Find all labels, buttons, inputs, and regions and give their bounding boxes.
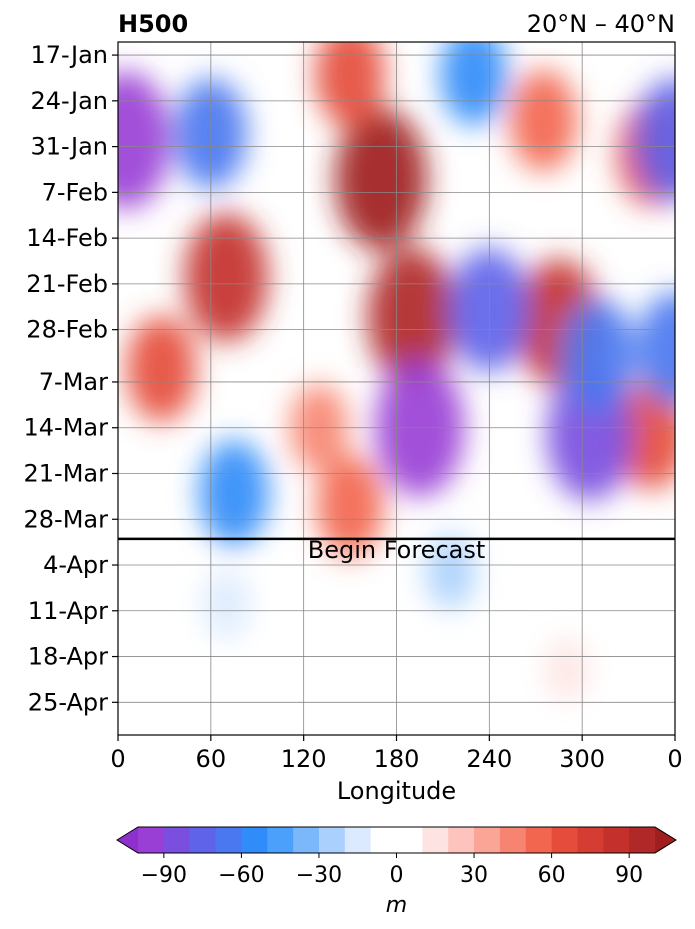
plot-area	[118, 42, 675, 735]
y-tick-label-12: 11-Apr	[28, 597, 108, 625]
colorbar-bin-12	[474, 827, 501, 853]
forecast-marker: Begin Forecast	[118, 536, 675, 564]
x-tick-label-4: 240	[466, 745, 512, 773]
colorbar-tick-label-4: 30	[460, 863, 488, 888]
chart-subtitle: 20°N – 40°N	[527, 10, 675, 38]
y-tick-label-3: 7-Feb	[42, 178, 108, 206]
x-tick-label-3: 180	[374, 745, 420, 773]
anomaly-center-1	[126, 315, 197, 422]
y-tick-label-8: 14-Mar	[24, 414, 109, 442]
colorbar-bin-2	[189, 827, 217, 853]
colorbar-extend-high	[655, 827, 676, 853]
x-tick-label-2: 120	[281, 745, 327, 773]
colorbar-bin-17	[603, 827, 630, 853]
anomaly-center-5	[510, 69, 577, 172]
colorbar-bin-9	[370, 827, 423, 853]
forecast-label: Begin Forecast	[308, 536, 486, 564]
colorbar-bin-0	[138, 827, 165, 853]
anomaly-center-4	[315, 42, 385, 128]
colorbar-bin-4	[241, 827, 268, 853]
y-tick-label-11: 4-Apr	[43, 551, 108, 579]
colorbar-bin-10	[422, 827, 449, 853]
colorbar-tick-label-2: −30	[296, 863, 342, 888]
y-tick-label-1: 24-Jan	[30, 87, 108, 115]
colorbar-bin-15	[551, 827, 578, 853]
y-tick-label-9: 21-Mar	[24, 459, 109, 487]
anomaly-center-21	[425, 534, 476, 609]
y-tick-label-10: 28-Mar	[24, 505, 109, 533]
y-tick-label-6: 28-Feb	[26, 316, 108, 344]
y-tick-label-7: 7-Mar	[39, 368, 108, 396]
anomaly-field	[118, 42, 675, 702]
colorbar: −90 −60 −30 0 30 60 90	[116, 826, 677, 888]
colorbar-tick-label-5: 60	[538, 863, 566, 888]
y-tick-label-4: 14-Feb	[26, 224, 108, 252]
colorbar-bin-5	[267, 827, 294, 853]
anomaly-center-23	[545, 638, 589, 702]
colorbar-bin-6	[293, 827, 320, 853]
colorbar-bin-18	[629, 827, 656, 853]
anomaly-center-15	[634, 78, 675, 203]
colorbar-extend-low	[117, 827, 138, 853]
anomaly-center-16	[637, 291, 675, 407]
colorbar-bin-13	[499, 827, 527, 853]
anomaly-center-22	[202, 569, 250, 640]
y-tick-label-5: 21-Feb	[26, 270, 108, 298]
y-tick-label-13: 18-Apr	[28, 643, 108, 671]
colorbar-bin-14	[525, 827, 553, 853]
anomaly-center-3	[367, 247, 457, 386]
y-axis: 17-Jan 24-Jan 31-Jan 7-Feb 14-Feb 21-Feb 28-Fe…	[24, 41, 118, 716]
anomaly-center-8	[615, 379, 675, 490]
x-tick-label-6: 0	[667, 745, 682, 773]
anomaly-center-18	[199, 440, 269, 547]
colorbar-bin-8	[344, 827, 372, 853]
x-tick-label-0: 0	[110, 745, 125, 773]
x-tick-label-1: 60	[196, 745, 227, 773]
colorbar-bin-16	[577, 827, 604, 853]
chart-title: H500	[118, 10, 188, 38]
y-tick-label-2: 31-Jan	[30, 133, 108, 161]
anomaly-center-0	[184, 213, 269, 342]
colorbar-outline	[116, 826, 677, 854]
y-tick-label-14: 25-Apr	[28, 688, 108, 716]
colorbar-tick-label-1: −60	[218, 863, 264, 888]
colorbar-tick-label-6: 90	[615, 863, 643, 888]
anomaly-center-2	[335, 108, 428, 251]
anomaly-center-20	[440, 42, 508, 126]
anomaly-center-13	[560, 298, 636, 414]
colorbar-bin-7	[318, 827, 346, 853]
x-tick-label-5: 300	[559, 745, 605, 773]
colorbar-tick-label-0: −90	[141, 863, 187, 888]
colorbar-bin-3	[215, 827, 242, 853]
y-tick-label-0: 17-Jan	[30, 41, 108, 69]
colorbar-label: m	[386, 893, 407, 918]
colorbar-tick-label-3: 0	[390, 863, 404, 888]
colorbar-bin-11	[448, 827, 475, 853]
x-axis-label: Longitude	[337, 777, 456, 805]
x-axis: 0 60 120 180 240 300 0	[110, 735, 683, 773]
anomaly-center-9	[316, 455, 384, 557]
colorbar-bin-1	[163, 827, 191, 853]
anomaly-center-14	[118, 71, 171, 209]
